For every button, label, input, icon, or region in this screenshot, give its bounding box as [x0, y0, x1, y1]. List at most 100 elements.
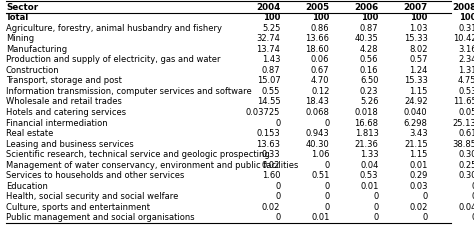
- Text: 2.34: 2.34: [458, 55, 474, 64]
- Text: Financial intermediation: Financial intermediation: [6, 119, 108, 127]
- Text: 18.60: 18.60: [306, 45, 329, 54]
- Text: 14.55: 14.55: [257, 97, 280, 106]
- Text: 0: 0: [373, 213, 378, 223]
- Text: Total: Total: [6, 13, 29, 22]
- Text: 5.25: 5.25: [262, 24, 280, 33]
- Text: 0.02: 0.02: [409, 203, 428, 212]
- Text: 15.33: 15.33: [404, 76, 428, 85]
- Text: 4.28: 4.28: [360, 45, 378, 54]
- Text: 0.31: 0.31: [458, 24, 474, 33]
- Text: 0: 0: [275, 119, 280, 127]
- Text: 2005: 2005: [305, 3, 329, 12]
- Text: 0.040: 0.040: [404, 108, 428, 117]
- Text: Transport, storage and post: Transport, storage and post: [6, 76, 122, 85]
- Text: Information transmission, computer services and software: Information transmission, computer servi…: [6, 87, 252, 96]
- Text: 1.33: 1.33: [360, 150, 378, 159]
- Text: 5.26: 5.26: [360, 97, 378, 106]
- Text: 2007: 2007: [403, 3, 428, 12]
- Text: 0.02: 0.02: [262, 161, 280, 170]
- Text: 0: 0: [324, 203, 329, 212]
- Text: 0: 0: [373, 192, 378, 201]
- Text: 0.53: 0.53: [458, 87, 474, 96]
- Text: 2008: 2008: [453, 3, 474, 12]
- Text: 0: 0: [324, 182, 329, 191]
- Text: 0.01: 0.01: [311, 213, 329, 223]
- Text: 16.68: 16.68: [355, 119, 378, 127]
- Text: 1.60: 1.60: [262, 171, 280, 180]
- Text: 0.03725: 0.03725: [246, 108, 280, 117]
- Text: 0.51: 0.51: [311, 171, 329, 180]
- Text: 1.15: 1.15: [409, 87, 428, 96]
- Text: 0: 0: [275, 192, 280, 201]
- Text: 0: 0: [471, 182, 474, 191]
- Text: 6.50: 6.50: [360, 76, 378, 85]
- Text: 0.12: 0.12: [311, 87, 329, 96]
- Text: 0.53: 0.53: [360, 171, 378, 180]
- Text: 2006: 2006: [354, 3, 378, 12]
- Text: 0.25: 0.25: [458, 161, 474, 170]
- Text: Hotels and catering services: Hotels and catering services: [6, 108, 126, 117]
- Text: 40.30: 40.30: [306, 140, 329, 149]
- Text: Manufacturing: Manufacturing: [6, 45, 67, 54]
- Text: 0: 0: [324, 161, 329, 170]
- Text: 0.87: 0.87: [262, 66, 280, 75]
- Text: 3.16: 3.16: [458, 45, 474, 54]
- Text: 0.56: 0.56: [360, 55, 378, 64]
- Text: 0.30: 0.30: [458, 171, 474, 180]
- Text: 25.13: 25.13: [453, 119, 474, 127]
- Text: Construction: Construction: [6, 66, 60, 75]
- Text: 0.61: 0.61: [458, 129, 474, 138]
- Text: 18.43: 18.43: [306, 97, 329, 106]
- Text: 0: 0: [373, 203, 378, 212]
- Text: 100: 100: [459, 13, 474, 22]
- Text: Services to households and other services: Services to households and other service…: [6, 171, 184, 180]
- Text: 0.06: 0.06: [311, 55, 329, 64]
- Text: 0.33: 0.33: [262, 150, 280, 159]
- Text: 13.63: 13.63: [256, 140, 280, 149]
- Text: 0.57: 0.57: [409, 55, 428, 64]
- Text: 0.16: 0.16: [360, 66, 378, 75]
- Text: 40.35: 40.35: [355, 34, 378, 43]
- Text: 0.03: 0.03: [409, 182, 428, 191]
- Text: 0.86: 0.86: [311, 24, 329, 33]
- Text: 0.943: 0.943: [306, 129, 329, 138]
- Text: 0.153: 0.153: [256, 129, 280, 138]
- Text: 1.06: 1.06: [311, 150, 329, 159]
- Text: Scientific research, technical service and geologic prospecting: Scientific research, technical service a…: [6, 150, 270, 159]
- Text: 6.298: 6.298: [404, 119, 428, 127]
- Text: 0: 0: [471, 192, 474, 201]
- Text: 32.74: 32.74: [256, 34, 280, 43]
- Text: Wholesale and retail trades: Wholesale and retail trades: [6, 97, 122, 106]
- Text: 0.23: 0.23: [360, 87, 378, 96]
- Text: 0.04: 0.04: [360, 161, 378, 170]
- Text: 4.75: 4.75: [458, 76, 474, 85]
- Text: 1.31: 1.31: [458, 66, 474, 75]
- Text: Mining: Mining: [6, 34, 34, 43]
- Text: 100: 100: [410, 13, 428, 22]
- Text: 10.42: 10.42: [453, 34, 474, 43]
- Text: 1.03: 1.03: [409, 24, 428, 33]
- Text: 0.29: 0.29: [409, 171, 428, 180]
- Text: 0: 0: [324, 192, 329, 201]
- Text: 0.018: 0.018: [355, 108, 378, 117]
- Text: Education: Education: [6, 182, 48, 191]
- Text: 0.01: 0.01: [409, 161, 428, 170]
- Text: 0: 0: [324, 119, 329, 127]
- Text: 0: 0: [471, 213, 474, 223]
- Text: 0.87: 0.87: [360, 24, 378, 33]
- Text: 100: 100: [312, 13, 329, 22]
- Text: 0.01: 0.01: [360, 182, 378, 191]
- Text: 0.02: 0.02: [262, 203, 280, 212]
- Text: 15.07: 15.07: [256, 76, 280, 85]
- Text: Health, social security and social welfare: Health, social security and social welfa…: [6, 192, 178, 201]
- Text: Public management and social organisations: Public management and social organisatio…: [6, 213, 194, 223]
- Text: 13.74: 13.74: [256, 45, 280, 54]
- Text: 1.15: 1.15: [409, 150, 428, 159]
- Text: 2004: 2004: [256, 3, 280, 12]
- Text: 1.813: 1.813: [355, 129, 378, 138]
- Text: 8.02: 8.02: [409, 45, 428, 54]
- Text: 0.068: 0.068: [306, 108, 329, 117]
- Text: 0: 0: [422, 192, 428, 201]
- Text: 0.04: 0.04: [458, 203, 474, 212]
- Text: 3.43: 3.43: [409, 129, 428, 138]
